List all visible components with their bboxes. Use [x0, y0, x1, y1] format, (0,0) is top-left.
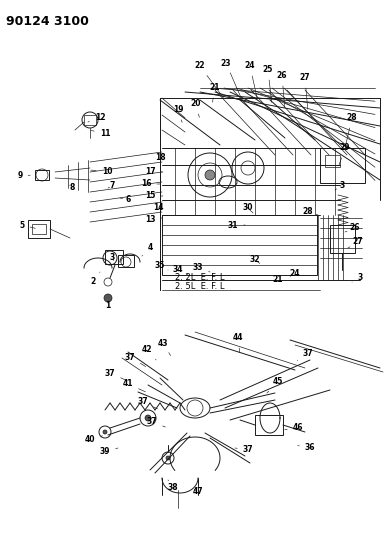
Text: 20: 20 — [191, 100, 201, 117]
Text: 44: 44 — [233, 334, 243, 352]
Text: 33: 33 — [193, 263, 210, 272]
Text: 1: 1 — [105, 302, 111, 311]
Text: 2: 2 — [91, 272, 100, 287]
Text: 3: 3 — [109, 253, 114, 262]
Text: 3: 3 — [352, 273, 363, 282]
Text: 37: 37 — [235, 446, 253, 455]
Circle shape — [104, 294, 112, 302]
Text: 17: 17 — [145, 167, 163, 176]
Text: 16: 16 — [141, 180, 160, 189]
Text: 40: 40 — [85, 435, 102, 445]
Text: 21: 21 — [210, 84, 220, 102]
Bar — [118, 255, 134, 267]
Text: 43: 43 — [158, 338, 171, 356]
Bar — [35, 170, 49, 180]
Text: 7: 7 — [108, 182, 115, 190]
Text: 22: 22 — [195, 61, 223, 98]
Text: 37: 37 — [138, 398, 158, 409]
Bar — [330, 225, 355, 253]
Text: 47: 47 — [193, 488, 203, 497]
Text: 24: 24 — [245, 61, 258, 99]
Text: 9: 9 — [17, 172, 30, 181]
Text: 12: 12 — [88, 114, 105, 123]
Text: 39: 39 — [100, 448, 118, 456]
Text: 32: 32 — [250, 255, 260, 264]
Text: 2. 5L  E. F. L: 2. 5L E. F. L — [175, 282, 225, 291]
Bar — [32, 224, 46, 234]
Text: 31: 31 — [228, 221, 245, 230]
Bar — [325, 155, 340, 167]
Text: 2. 2L  E. F. L: 2. 2L E. F. L — [175, 273, 225, 282]
Text: 19: 19 — [173, 106, 183, 123]
Text: 45: 45 — [267, 377, 283, 393]
Text: 24: 24 — [290, 269, 300, 278]
Text: 5: 5 — [20, 221, 35, 230]
Circle shape — [103, 430, 107, 434]
Bar — [255, 415, 283, 435]
Text: 10: 10 — [91, 166, 112, 175]
Text: 4: 4 — [142, 244, 152, 256]
Text: 25: 25 — [263, 66, 273, 102]
Bar — [320, 148, 365, 183]
Circle shape — [166, 456, 170, 460]
Bar — [28, 220, 50, 238]
Text: 26: 26 — [345, 223, 360, 232]
Text: 11: 11 — [91, 128, 110, 138]
Text: 3: 3 — [335, 181, 345, 190]
Text: 8: 8 — [69, 183, 75, 192]
Text: 37: 37 — [147, 417, 165, 427]
Text: 26: 26 — [277, 71, 287, 107]
Text: 15: 15 — [145, 191, 163, 200]
Text: 30: 30 — [243, 204, 253, 213]
Text: 29: 29 — [339, 143, 350, 165]
Bar — [105, 250, 123, 264]
Text: 90124 3100: 90124 3100 — [6, 15, 89, 28]
Text: 35: 35 — [155, 261, 168, 270]
Text: 36: 36 — [298, 443, 315, 453]
Text: 27: 27 — [300, 74, 310, 109]
Text: 18: 18 — [155, 154, 165, 163]
Text: 37: 37 — [297, 349, 313, 360]
Text: 21: 21 — [273, 274, 283, 284]
Bar — [84, 115, 96, 125]
Text: 41: 41 — [123, 379, 145, 392]
Text: 34: 34 — [173, 265, 188, 275]
Text: 42: 42 — [142, 345, 156, 360]
Circle shape — [145, 415, 151, 421]
Bar — [162, 215, 317, 275]
Text: 23: 23 — [221, 59, 241, 98]
Text: 37: 37 — [125, 352, 146, 367]
Text: 38: 38 — [168, 480, 178, 492]
Text: 6: 6 — [120, 196, 131, 205]
Text: 28: 28 — [346, 114, 358, 146]
Text: 14: 14 — [153, 204, 163, 213]
Circle shape — [205, 170, 215, 180]
Text: 27: 27 — [348, 238, 363, 248]
Text: 46: 46 — [285, 424, 303, 432]
Text: 13: 13 — [145, 215, 162, 224]
Text: 37: 37 — [105, 368, 127, 381]
Text: 28: 28 — [303, 207, 318, 216]
